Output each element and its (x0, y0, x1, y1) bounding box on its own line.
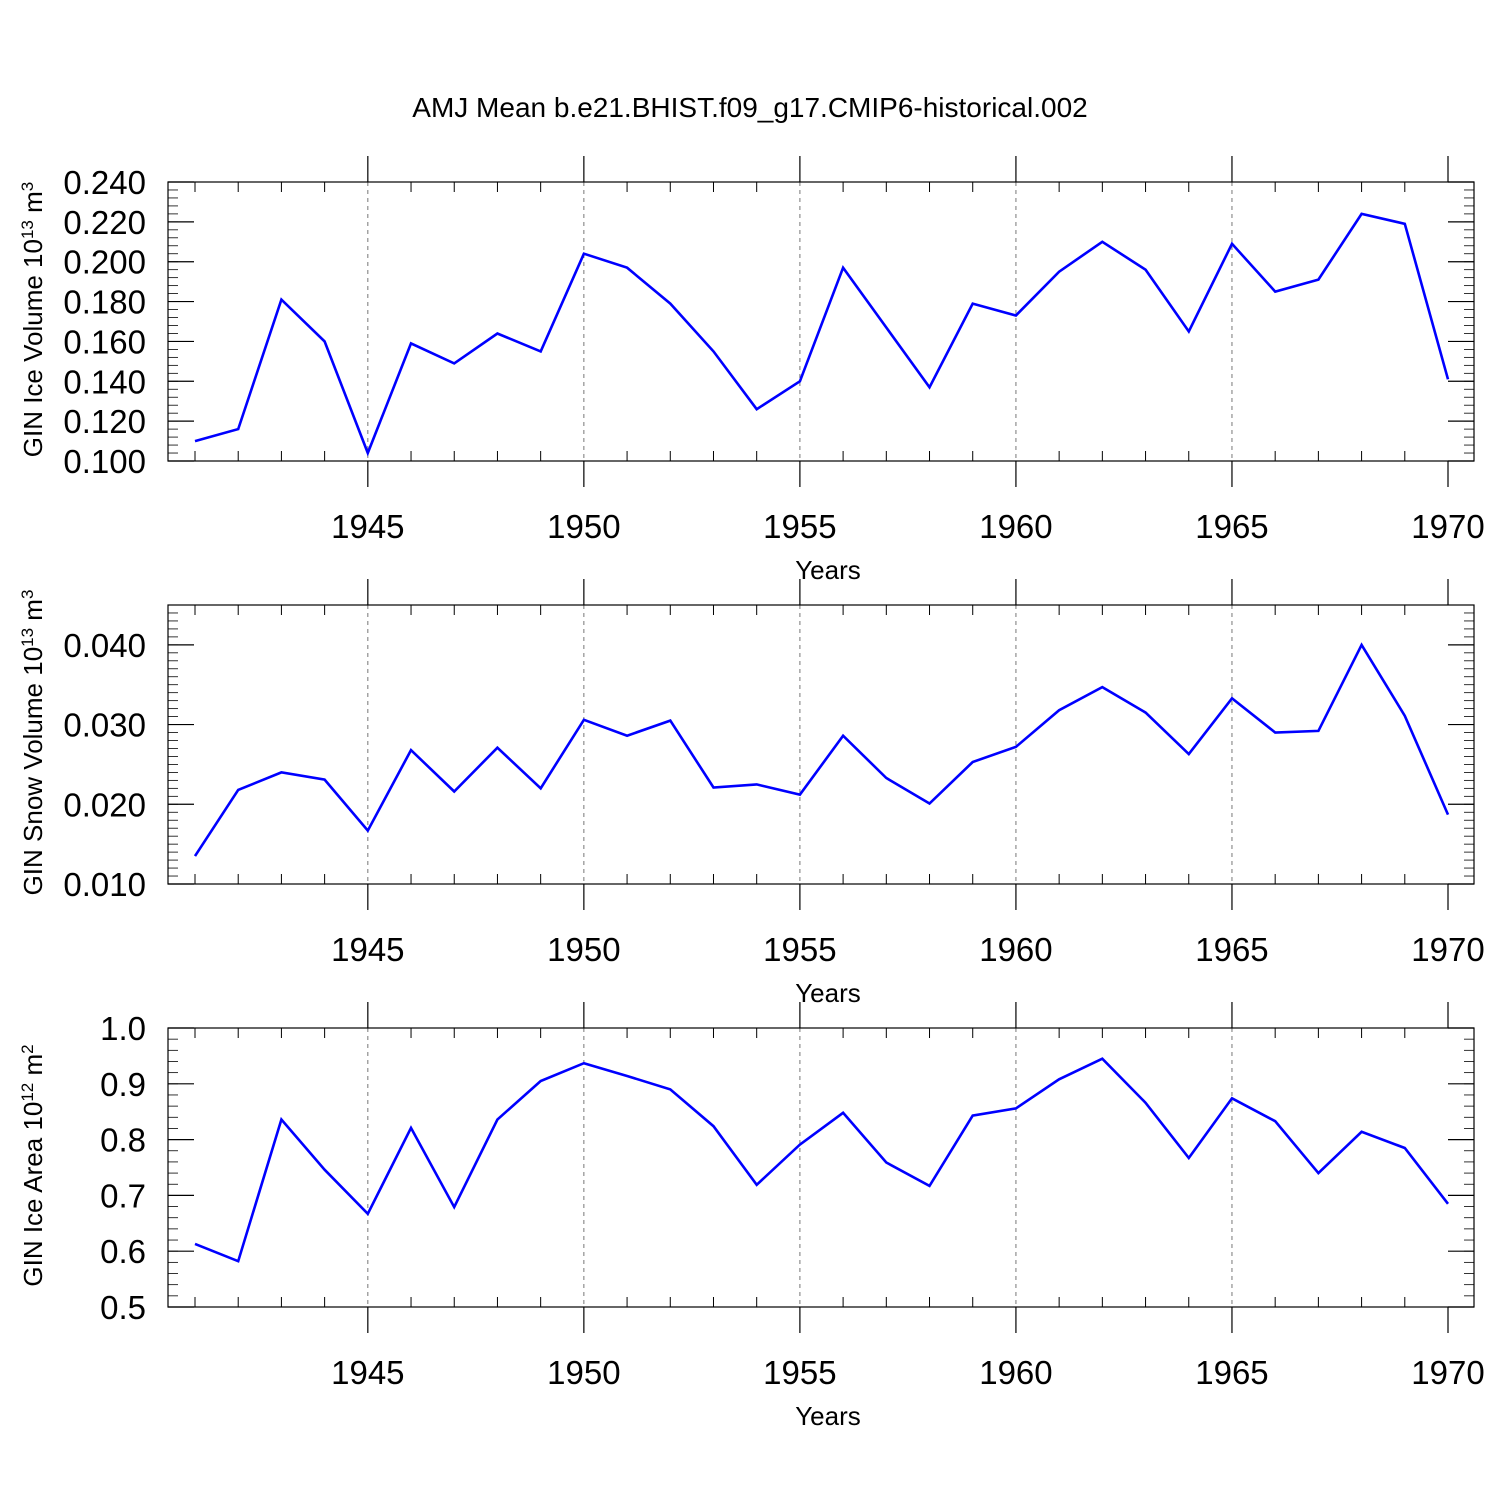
y-tick-label: 0.100 (63, 443, 146, 480)
y-tick-label: 0.040 (63, 627, 146, 664)
x-tick-label: 1960 (979, 931, 1052, 968)
y-tick-label: 0.010 (63, 866, 146, 903)
y-tick-label: 0.180 (63, 284, 146, 321)
y-tick-label: 0.240 (63, 164, 146, 201)
series-line (194, 1057, 1450, 1263)
x-tick-label: 1950 (547, 508, 620, 545)
plot-frame (167, 181, 1475, 462)
y-tick-label: 0.120 (63, 403, 146, 440)
x-tick-label: 1965 (1195, 508, 1268, 545)
plot-frame (167, 1027, 1475, 1308)
panel-1: 1945 1950 1955 1960 1965 19700.1000.1200.1400… (18, 156, 1485, 585)
x-tick-label: 1955 (763, 1354, 836, 1391)
x-tick-label: 1955 (763, 508, 836, 545)
x-tick-label: 1970 (1411, 931, 1484, 968)
y-tick-label: 0.160 (63, 323, 146, 360)
x-axis-label: Years (795, 555, 861, 585)
x-tick-label: 1960 (979, 508, 1052, 545)
y-tick-label: 0.200 (63, 244, 146, 281)
y-tick-label: 0.6 (100, 1233, 146, 1270)
y-tick-label: 1.0 (100, 1010, 146, 1047)
x-tick-label: 1965 (1195, 931, 1268, 968)
y-tick-label: 0.7 (100, 1177, 146, 1214)
x-axis-label: Years (795, 1401, 861, 1431)
y-tick-label: 0.020 (63, 786, 146, 823)
y-tick-label: 0.9 (100, 1066, 146, 1103)
series-line (194, 212, 1450, 457)
panel-2: 1945 1950 1955 1960 1965 1970 0.010 0.020 0.030 0… (18, 579, 1485, 1008)
x-tick-label: 1970 (1411, 508, 1484, 545)
x-tick-label: 1955 (763, 931, 836, 968)
figure-title: AMJ Mean b.e21.BHIST.f09_g17.CMIP6-histo… (412, 92, 1088, 123)
y-axis-label: GIN Ice Volume 1013 m3 (18, 182, 49, 458)
x-tick-label: 1950 (547, 1354, 620, 1391)
y-tick-label: 0.220 (63, 204, 146, 241)
x-tick-label: 1970 (1411, 1354, 1484, 1391)
y-tick-label: 0.8 (100, 1122, 146, 1159)
x-axis-label: Years (795, 978, 861, 1008)
panel-3: 1945 1950 1955 1960 1965 1970 0.5 0.6 0.7 0.8 0.9 1… (18, 1002, 1485, 1431)
x-tick-label: 1945 (331, 1354, 404, 1391)
series-line (193, 642, 1450, 857)
x-tick-label: 1950 (547, 931, 620, 968)
y-tick-label: 0.140 (63, 363, 146, 400)
y-tick-label: 0.030 (63, 707, 146, 744)
x-tick-label: 1960 (979, 1354, 1052, 1391)
y-axis-label: GIN Ice Area 1012 m2 (18, 1044, 49, 1286)
y-tick-label: 0.5 (100, 1289, 146, 1326)
plot-frame (167, 604, 1475, 885)
x-tick-label: 1965 (1195, 1354, 1268, 1391)
x-tick-label: 1945 (331, 931, 404, 968)
x-tick-label: 1945 (331, 508, 404, 545)
y-axis-label: GIN Snow Volume 1013 m3 (18, 590, 49, 896)
